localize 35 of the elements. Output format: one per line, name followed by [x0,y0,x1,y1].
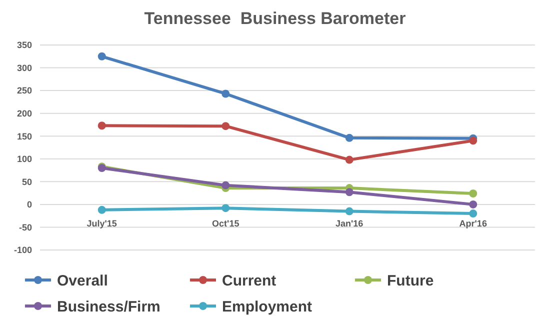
y-tick-label: 250 [16,86,32,96]
point [345,207,354,216]
point [222,90,230,98]
point [98,122,106,130]
y-tick-label: 0 [26,200,32,210]
x-tick-label: July'15 [86,218,117,228]
point [345,134,354,142]
point [469,190,478,198]
y-tick-label: 300 [16,62,32,73]
point [222,204,230,212]
x-tick-label: Oct'15 [212,218,240,228]
point [222,181,230,190]
point [469,136,478,145]
legend-label: Business/Firm [57,298,160,316]
point [469,210,478,218]
y-tick-label: 350 [16,40,32,50]
y-tick-label: 200 [16,108,32,118]
y-tick-label: -50 [18,222,32,232]
chart-title: Tennessee Business Barometer [144,9,406,28]
legend-label: Current [222,272,276,290]
legend-label: Overall [57,272,108,290]
point [345,188,354,196]
legend-label: Future [387,272,434,290]
y-tick-label: 50 [22,176,32,187]
point [98,52,106,60]
legend-label: Employment [222,298,312,316]
point [222,122,230,130]
y-tick-label: 150 [16,131,32,142]
x-tick-label: Jan'16 [336,218,364,228]
y-tick-label: 100 [16,154,32,164]
point [98,206,106,214]
point [469,200,478,208]
point [345,156,354,164]
y-tick-label: -100 [14,245,32,256]
x-tick-label: Apr'16 [459,218,487,228]
